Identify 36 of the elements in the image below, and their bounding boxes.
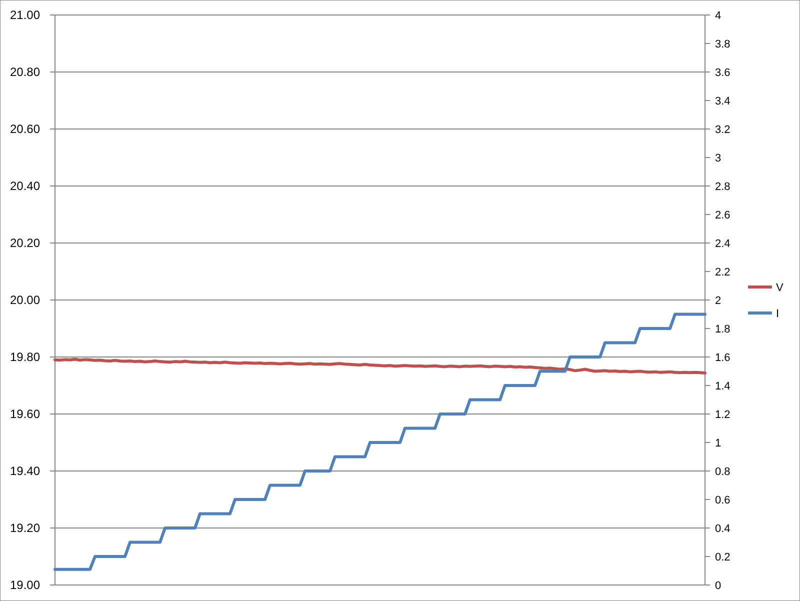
- y2-tick-label: 1.4: [715, 380, 730, 392]
- y2-tick-label: 0.8: [715, 466, 730, 478]
- y-tick-label: 20.20: [10, 236, 40, 250]
- y-tick-label: 19.00: [10, 578, 40, 592]
- y2-tick-label: 2.2: [715, 266, 730, 278]
- y2-tick-label: 2.6: [715, 209, 730, 222]
- y2-tick-label: 1.8: [715, 323, 730, 336]
- y2-tick-label: 4: [715, 10, 722, 22]
- y-tick-label: 20.40: [10, 179, 40, 194]
- y2-tick-label: 0: [715, 580, 722, 592]
- line-series: [54, 312, 706, 571]
- y2-tick-label: 1.6: [715, 352, 730, 364]
- y-tick-label: 19.20: [10, 521, 40, 536]
- y-tick-label: 19.40: [10, 464, 40, 478]
- y2-tick-label: 3.4: [715, 95, 730, 108]
- y-tick-label: 20.00: [10, 293, 40, 308]
- y2-tick-label: 3.2: [715, 124, 730, 136]
- y-tick-label: 20.60: [10, 122, 40, 136]
- y2-tick-label: 2: [715, 294, 722, 307]
- y2-tick-label: 0.2: [715, 551, 730, 564]
- y2-tick-label: 2.8: [715, 180, 730, 193]
- y2-tick-label: 3.8: [715, 38, 730, 50]
- y2-tick-label: 2.4: [715, 238, 730, 250]
- y2-tick-label: 0.4: [715, 522, 730, 535]
- y2-tick-label: 0.6: [715, 494, 730, 506]
- y2-tick-label: 1: [715, 437, 722, 450]
- line-series: [54, 358, 706, 374]
- y-tick-label: 19.60: [10, 407, 40, 422]
- legend-label: I: [776, 308, 780, 320]
- y2-tick-label: 3.6: [715, 66, 730, 79]
- y-tick-label: 21.00: [10, 8, 40, 22]
- legend-label: V: [776, 282, 784, 294]
- y2-tick-label: 3: [715, 152, 722, 164]
- y2-tick-label: 1.2: [715, 408, 730, 421]
- y-tick-label: 20.80: [10, 65, 40, 80]
- y-tick-label: 19.80: [10, 350, 40, 364]
